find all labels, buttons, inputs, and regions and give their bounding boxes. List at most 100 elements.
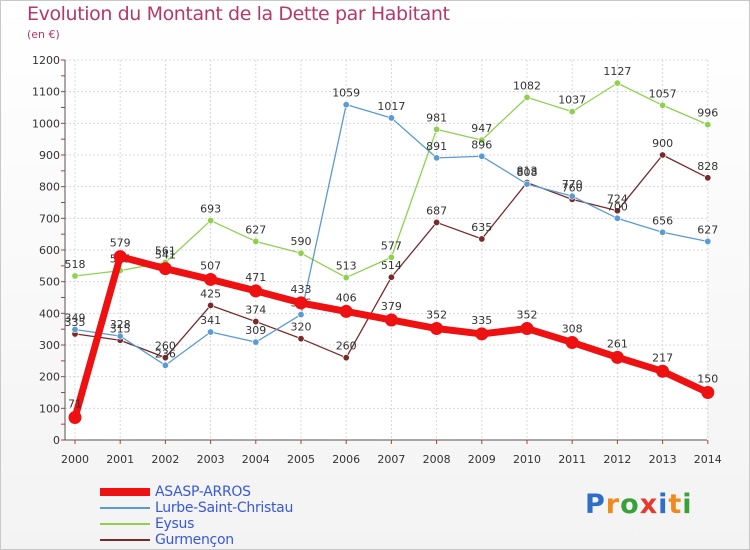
y-tick-label: 300 [39, 339, 60, 352]
y-tick-label: 1100 [32, 86, 60, 99]
data-point [68, 411, 82, 425]
data-point [204, 272, 218, 286]
data-point [704, 237, 712, 245]
data-point [568, 108, 576, 116]
data-point [207, 328, 215, 336]
data-point [478, 152, 486, 160]
data-label: 349 [65, 311, 86, 324]
data-point [297, 335, 305, 343]
legend-label: ASASP-ARROS [155, 484, 251, 500]
data-label: 507 [200, 259, 221, 272]
data-label: 760 [562, 181, 583, 194]
data-label: 513 [336, 260, 357, 273]
data-point [207, 301, 215, 309]
x-tick-label: 2001 [106, 453, 134, 466]
y-tick-label: 600 [39, 244, 60, 257]
data-label: 656 [652, 214, 673, 227]
y-tick-label: 800 [39, 181, 60, 194]
data-point [433, 125, 441, 133]
data-point [71, 325, 79, 333]
data-label: 328 [110, 318, 131, 331]
legend-swatch [100, 539, 150, 541]
logo-letter: x [639, 489, 659, 520]
data-label: 590 [291, 235, 312, 248]
y-tick-label: 400 [39, 307, 60, 320]
data-point [116, 332, 124, 340]
data-label: 335 [471, 314, 492, 327]
x-tick-label: 2008 [423, 453, 451, 466]
data-label: 1057 [649, 87, 677, 100]
data-point [613, 207, 621, 215]
data-point [610, 350, 624, 364]
x-tick-label: 2009 [468, 453, 496, 466]
data-point [297, 311, 305, 319]
x-tick-label: 2011 [558, 453, 586, 466]
data-point [207, 217, 215, 225]
y-tick-label: 100 [39, 402, 60, 415]
data-point [252, 318, 260, 326]
data-point [342, 354, 350, 362]
data-label: 900 [652, 137, 673, 150]
data-label: 261 [607, 337, 628, 350]
data-label: 260 [336, 340, 357, 353]
data-label: 700 [607, 200, 628, 213]
data-point [387, 273, 395, 281]
data-label: 514 [381, 259, 402, 272]
data-point [478, 235, 486, 243]
legend-swatch [100, 523, 150, 525]
data-label: 433 [291, 283, 312, 296]
data-point [430, 322, 444, 336]
data-label: 379 [381, 300, 402, 313]
chart-unit: (en €) [27, 28, 60, 41]
logo-letter: r [605, 489, 621, 520]
data-point [701, 386, 715, 399]
data-label: 1127 [603, 65, 631, 78]
x-tick-label: 2012 [603, 453, 631, 466]
logo-letter: o [620, 489, 640, 520]
data-label: 813 [517, 165, 538, 178]
y-tick-label: 1000 [32, 117, 60, 130]
data-label: 217 [652, 351, 673, 364]
x-tick-label: 2013 [649, 453, 677, 466]
legend-label: Eysus [155, 516, 195, 532]
data-point [252, 237, 260, 245]
data-point [523, 180, 531, 188]
data-label: 770 [562, 178, 583, 191]
data-point [387, 114, 395, 122]
data-point [704, 121, 712, 129]
data-point [478, 136, 486, 144]
data-label: 236 [155, 347, 176, 360]
data-point [659, 228, 667, 236]
line-chart: 0 100 200 300 400 500 600 700 800 900 1000 1100 1200… [32, 54, 722, 466]
data-point [568, 192, 576, 200]
data-label: 561 [155, 244, 176, 257]
x-tick-label: 2006 [332, 453, 360, 466]
data-point [433, 218, 441, 226]
data-point [659, 151, 667, 159]
data-point [161, 354, 169, 362]
data-label: 981 [426, 111, 447, 124]
data-label: 315 [110, 322, 131, 335]
x-tick-label: 2010 [513, 453, 541, 466]
data-label: 150 [697, 373, 718, 386]
data-point [339, 304, 353, 318]
legend-swatch [100, 488, 150, 496]
data-point [161, 361, 169, 369]
x-tick-label: 2003 [197, 453, 225, 466]
data-label: 374 [245, 304, 266, 317]
data-point [384, 313, 398, 327]
data-label: 341 [200, 314, 221, 327]
logo-letter: P [585, 489, 606, 520]
y-tick-label: 0 [53, 434, 60, 447]
data-label: 352 [517, 309, 538, 322]
x-tick-label: 2004 [242, 453, 270, 466]
data-label: 260 [155, 340, 176, 353]
data-label: 627 [245, 223, 266, 236]
data-point [613, 214, 621, 222]
data-point [342, 274, 350, 282]
y-tick-label: 500 [39, 276, 60, 289]
data-label: 1017 [377, 100, 405, 113]
data-label: 687 [426, 204, 447, 217]
data-label: 996 [697, 107, 718, 120]
data-label: 1037 [558, 94, 586, 107]
